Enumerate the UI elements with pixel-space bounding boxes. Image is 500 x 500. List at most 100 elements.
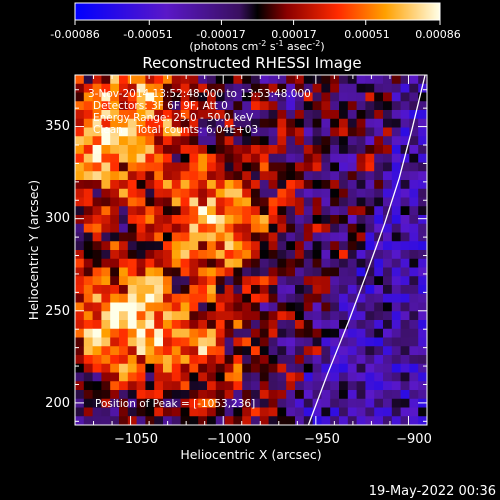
heatmap-pixel bbox=[75, 171, 85, 181]
heatmap-pixel bbox=[400, 363, 410, 373]
heatmap-pixel bbox=[295, 293, 305, 303]
heatmap-pixel bbox=[321, 302, 331, 312]
heatmap-pixel bbox=[233, 258, 243, 268]
heatmap-pixel bbox=[198, 250, 208, 260]
heatmap-pixel bbox=[312, 346, 322, 356]
heatmap-pixel bbox=[127, 311, 137, 321]
heatmap-pixel bbox=[295, 398, 305, 408]
heatmap-pixel bbox=[127, 276, 137, 286]
heatmap-pixel bbox=[189, 285, 199, 295]
heatmap-pixel bbox=[224, 145, 234, 155]
heatmap-pixel bbox=[207, 355, 217, 365]
colorbar bbox=[74, 2, 441, 21]
heatmap-pixel bbox=[277, 197, 287, 207]
heatmap-pixel bbox=[242, 320, 252, 330]
heatmap-pixel bbox=[119, 83, 129, 93]
heatmap-pixel bbox=[286, 136, 296, 146]
heatmap-pixel bbox=[136, 241, 146, 251]
heatmap-pixel bbox=[101, 180, 111, 190]
heatmap-pixel bbox=[215, 180, 225, 190]
heatmap-pixel bbox=[198, 206, 208, 216]
heatmap-pixel bbox=[312, 145, 322, 155]
heatmap-pixel bbox=[198, 127, 208, 137]
heatmap-pixel bbox=[312, 416, 322, 425]
heatmap-pixel bbox=[418, 232, 427, 242]
heatmap-pixel bbox=[198, 355, 208, 365]
heatmap-pixel bbox=[127, 206, 137, 216]
heatmap-pixel bbox=[277, 162, 287, 172]
heatmap-pixel bbox=[268, 215, 278, 225]
heatmap-pixel bbox=[75, 92, 85, 102]
heatmap-pixel bbox=[215, 223, 225, 233]
heatmap-pixel bbox=[295, 355, 305, 365]
heatmap-pixel bbox=[110, 311, 120, 321]
heatmap-pixel bbox=[295, 258, 305, 268]
heatmap-pixel bbox=[154, 363, 164, 373]
heatmap-pixel bbox=[303, 241, 313, 251]
heatmap-pixel bbox=[312, 180, 322, 190]
heatmap-pixel bbox=[286, 355, 296, 365]
heatmap-pixel bbox=[154, 381, 164, 391]
heatmap-pixel bbox=[136, 197, 146, 207]
heatmap-pixel bbox=[215, 145, 225, 155]
heatmap-pixel bbox=[119, 293, 129, 303]
heatmap-pixel bbox=[391, 258, 401, 268]
colorbar-tick-label: 0.00086 bbox=[415, 28, 461, 41]
heatmap-pixel bbox=[356, 258, 366, 268]
heatmap-pixel bbox=[409, 232, 419, 242]
heatmap-pixel bbox=[321, 241, 331, 251]
heatmap-pixel bbox=[101, 232, 111, 242]
x-axis-label: Heliocentric X (arcsec) bbox=[180, 447, 321, 462]
heatmap-pixel bbox=[347, 75, 357, 85]
heatmap-pixel bbox=[224, 311, 234, 321]
heatmap-pixel bbox=[418, 110, 427, 120]
heatmap-pixel bbox=[295, 250, 305, 260]
heatmap-pixel bbox=[321, 346, 331, 356]
heatmap-pixel bbox=[312, 355, 322, 365]
heatmap-pixel bbox=[110, 197, 120, 207]
heatmap-pixel bbox=[215, 320, 225, 330]
heatmap-pixel bbox=[242, 127, 252, 137]
heatmap-pixel bbox=[286, 267, 296, 277]
heatmap-pixel bbox=[145, 302, 155, 312]
heatmap-pixel bbox=[110, 258, 120, 268]
heatmap-pixel bbox=[207, 75, 217, 85]
heatmap-pixel bbox=[339, 241, 349, 251]
heatmap-pixel bbox=[136, 407, 146, 417]
heatmap-pixel bbox=[92, 75, 102, 85]
heatmap-pixel bbox=[303, 355, 313, 365]
heatmap-pixel bbox=[374, 267, 384, 277]
heatmap-pixel bbox=[83, 276, 93, 286]
heatmap-pixel bbox=[75, 285, 85, 295]
heatmap-pixel bbox=[242, 197, 252, 207]
heatmap-pixel bbox=[189, 372, 199, 382]
heatmap-pixel bbox=[136, 83, 146, 93]
heatmap-pixel bbox=[163, 416, 173, 425]
heatmap-pixel bbox=[347, 241, 357, 251]
heatmap-pixel bbox=[163, 276, 173, 286]
heatmap-pixel bbox=[145, 83, 155, 93]
heatmap-pixel bbox=[136, 293, 146, 303]
heatmap-pixel bbox=[339, 363, 349, 373]
heatmap-pixel bbox=[92, 118, 102, 128]
heatmap-pixel bbox=[374, 302, 384, 312]
heatmap-pixel bbox=[92, 110, 102, 120]
heatmap-pixel bbox=[215, 258, 225, 268]
heatmap-pixel bbox=[75, 136, 85, 146]
heatmap-pixel bbox=[171, 311, 181, 321]
heatmap-pixel bbox=[145, 293, 155, 303]
heatmap-pixel bbox=[251, 320, 261, 330]
heatmap-pixel bbox=[356, 241, 366, 251]
heatmap-pixel bbox=[383, 285, 393, 295]
heatmap-pixel bbox=[259, 337, 269, 347]
heatmap-pixel bbox=[215, 162, 225, 172]
heatmap-pixel bbox=[383, 188, 393, 198]
heatmap-pixel bbox=[136, 328, 146, 338]
heatmap-pixel bbox=[321, 127, 331, 137]
heatmap-pixel bbox=[400, 136, 410, 146]
heatmap-pixel bbox=[383, 398, 393, 408]
heatmap-pixel bbox=[119, 311, 129, 321]
heatmap-pixel bbox=[321, 320, 331, 330]
x-tick-label: −950 bbox=[304, 432, 340, 447]
heatmap-pixel bbox=[154, 276, 164, 286]
